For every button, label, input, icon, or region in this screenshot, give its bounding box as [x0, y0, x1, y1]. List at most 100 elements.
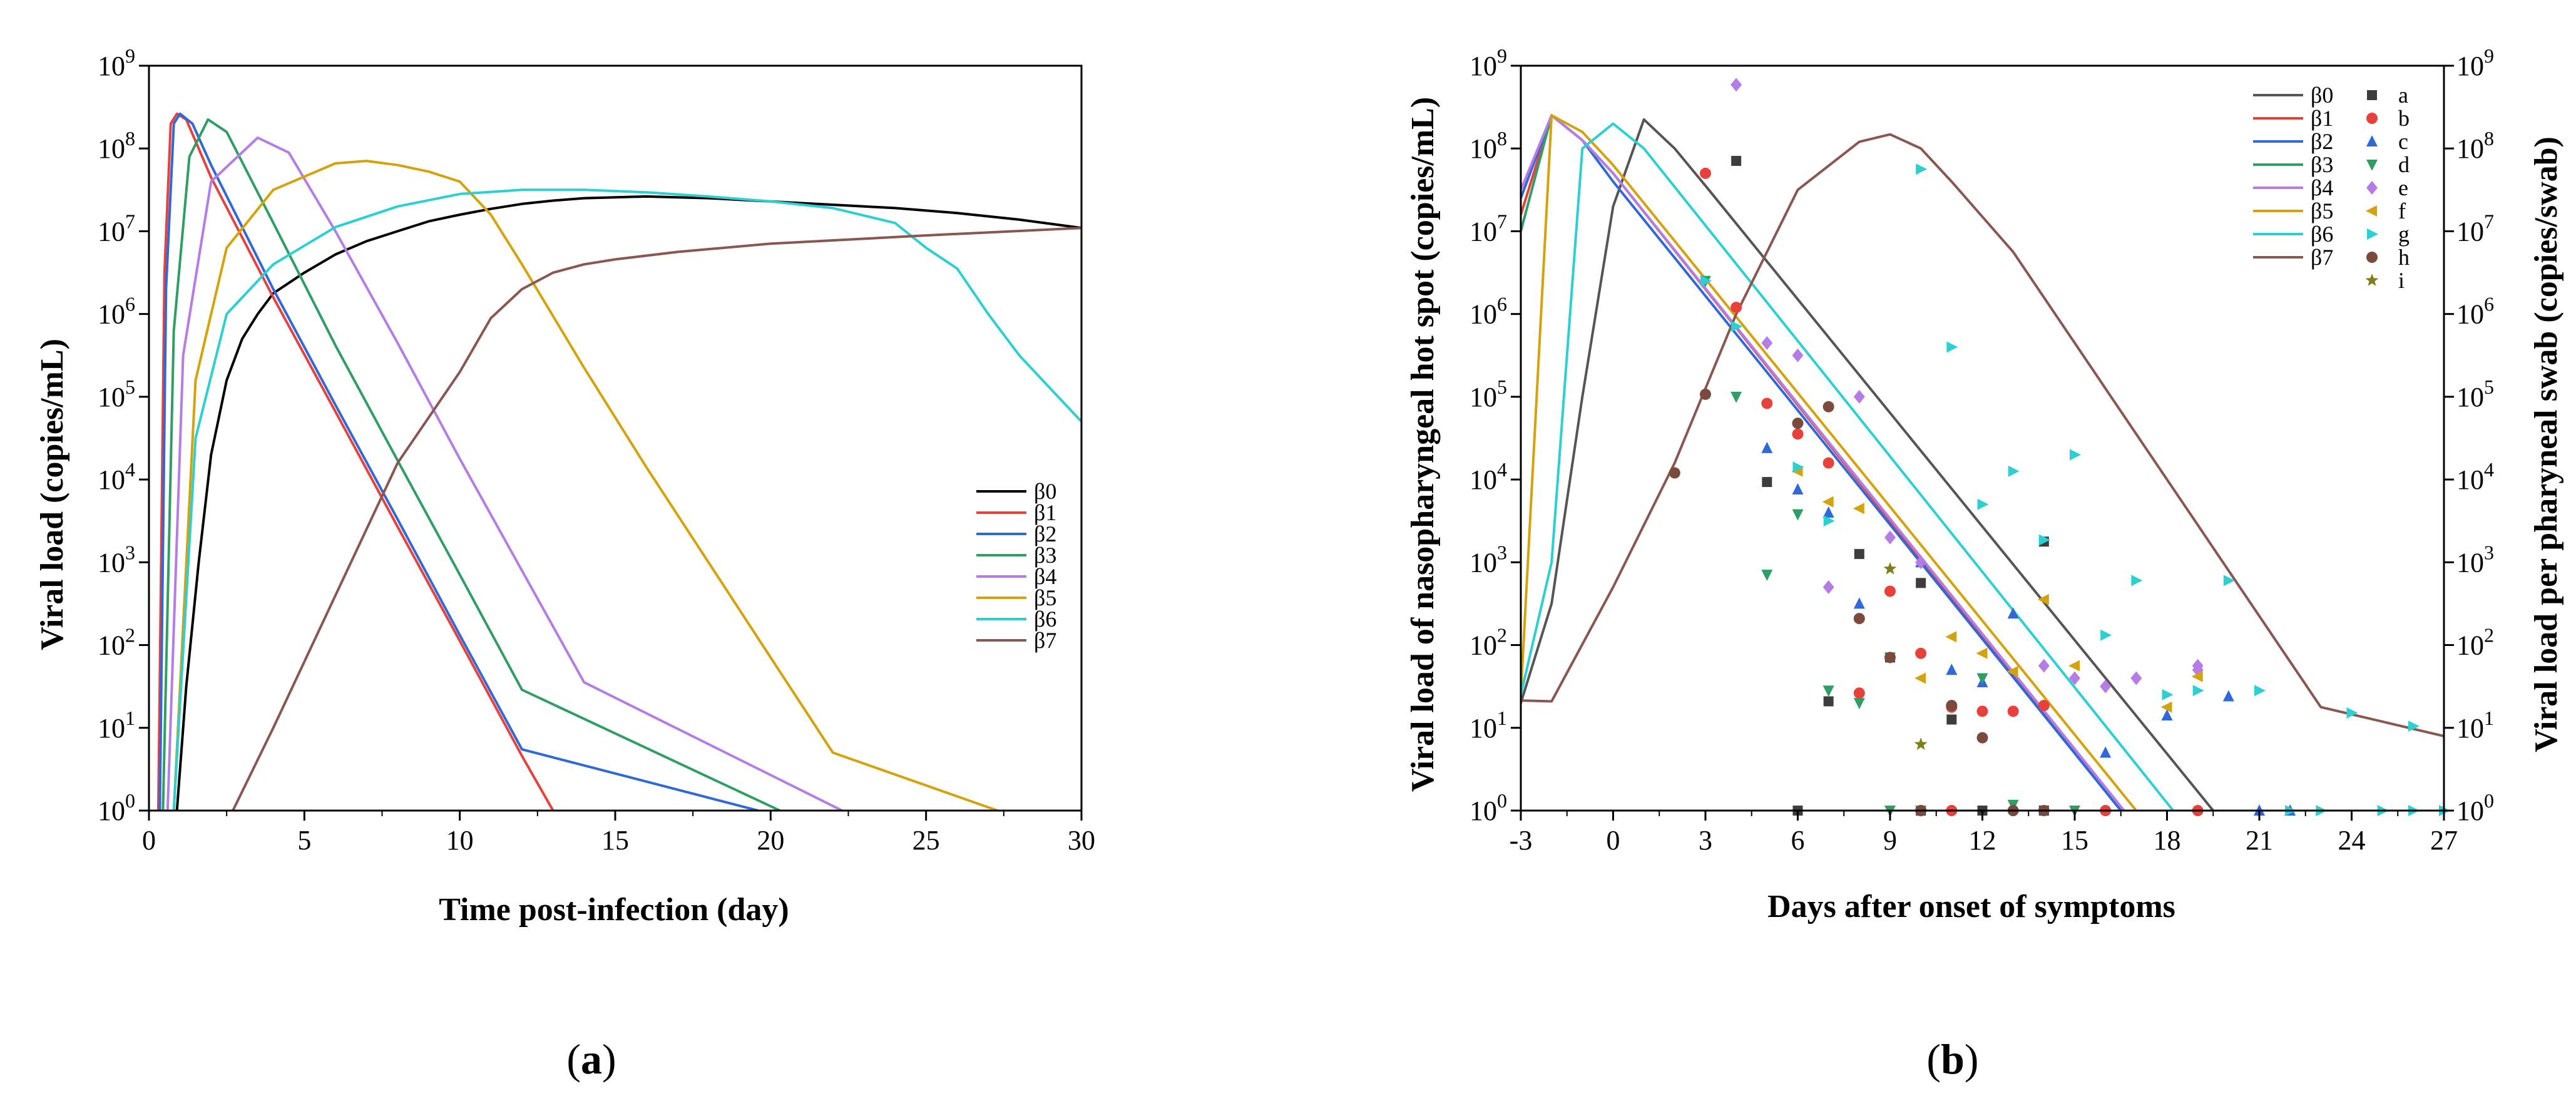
b-point-g-3 [1823, 515, 1835, 527]
b-legend-label-0: β0 [2311, 83, 2333, 108]
b-point-a-6 [1946, 714, 1957, 725]
b-legend-marker-label-e: e [2398, 175, 2408, 200]
a-ytick-label-8: 108 [98, 127, 135, 164]
b-point-e-8 [2069, 671, 2080, 685]
b-point-e-10 [2130, 671, 2142, 685]
a-xtick-label-3: 15 [601, 825, 629, 856]
b-legend-marker-f [2366, 205, 2377, 217]
a-ytick-label-1-base: 10 [98, 713, 125, 744]
panel-b-caption: (b) [1926, 1035, 1978, 1083]
b-ytick-label-0-base: 10 [1469, 796, 1497, 826]
b-point-c-1 [1792, 483, 1804, 494]
b-ytick-r-label-2: 102 [2456, 624, 2494, 661]
b-point-c-9 [2161, 709, 2173, 720]
panel-a-caption: (a) [566, 1035, 616, 1083]
b-point-b-9 [1976, 705, 1988, 717]
b-point-g-15 [2254, 685, 2266, 697]
a-legend-label-3: β3 [1034, 543, 1056, 568]
b-legend-marker-i [2365, 274, 2379, 286]
b-point-c-2 [1822, 506, 1834, 518]
panel-a-series-lines [156, 112, 1081, 811]
a-ytick-label-7: 107 [98, 210, 135, 247]
b-point-c-3 [1853, 597, 1865, 609]
b-ytick-label-4-base: 10 [1469, 464, 1497, 495]
panel-b-caption-letter: b [1941, 1035, 1965, 1083]
b-ytick-label-6-base: 10 [1469, 299, 1497, 330]
b-ytick-label-0-exp: 0 [1497, 789, 1507, 812]
b-point-a-0 [1731, 156, 1742, 166]
b-point-a-1 [1762, 477, 1772, 488]
b-point-h-6 [1946, 700, 1958, 712]
panel-a-ylabel: Viral load (copies/mL) [34, 339, 70, 650]
b-point-e-3 [1822, 580, 1834, 594]
b-point-g-16 [2346, 707, 2358, 719]
b-ytick-label-3-base: 10 [1469, 547, 1497, 578]
b-point-e-7 [2038, 658, 2050, 673]
b-ytick-label-7-exp: 7 [1497, 210, 1507, 232]
b-ytick-r-label-7-exp: 7 [2484, 210, 2494, 232]
b-point-g-1 [1731, 320, 1743, 332]
b-ytick-r-label-6-exp: 6 [2484, 293, 2494, 315]
a-ytick-label-8-base: 10 [98, 133, 125, 164]
a-series-line-3 [161, 118, 781, 811]
b-series-line-4 [1521, 114, 2125, 811]
b-ytick-r-label-9-exp: 9 [2484, 44, 2494, 67]
b-point-e-0 [1730, 78, 1742, 92]
b-legend-marker-d [2366, 160, 2378, 171]
a-ytick-label-0: 100 [98, 789, 135, 826]
a-series-line-7 [232, 227, 1081, 811]
b-point-b-7 [1915, 647, 1927, 659]
a-ytick-label-9-base: 10 [98, 51, 125, 81]
b-point-d-2 [1761, 570, 1773, 581]
b-point-d-7 [1976, 673, 1988, 685]
b-ytick-r-label-4: 104 [2456, 458, 2494, 495]
a-legend-label-0: β0 [1034, 479, 1056, 504]
b-point-g-14 [2223, 575, 2235, 586]
b-ytick-label-5-exp: 5 [1497, 376, 1507, 398]
a-legend-label-1: β1 [1034, 500, 1056, 525]
b-legend-label-5: β5 [2311, 198, 2333, 223]
a-ytick-label-5-base: 10 [98, 382, 125, 412]
b-ytick-r-label-5: 105 [2456, 376, 2494, 412]
a-ytick-label-8-exp: 8 [125, 127, 135, 150]
b-ytick-label-1-base: 10 [1469, 713, 1497, 744]
a-ytick-label-4: 104 [98, 458, 135, 495]
panel-a-axes: 0 5 10 15 20 25 301001011021031041051061071081… [98, 44, 1095, 856]
b-point-d-4 [1822, 685, 1834, 697]
b-legend-label-4: β4 [2311, 175, 2333, 200]
b-series-line-6 [1521, 122, 2174, 811]
b-point-g-13 [2192, 685, 2204, 697]
b-ytick-label-6-exp: 6 [1497, 293, 1507, 315]
b-legend-label-7: β7 [2311, 245, 2333, 270]
b-xtick-label-9: 24 [2338, 825, 2366, 856]
b-xtick-label-4: 9 [1883, 825, 1897, 856]
b-point-i-1 [1914, 737, 1928, 750]
b-ytick-r-label-8-exp: 8 [2484, 127, 2494, 150]
b-point-h-5 [1884, 652, 1896, 663]
b-point-i-0 [1883, 561, 1897, 575]
b-legend-marker-label-f: f [2398, 198, 2406, 223]
b-point-h-4 [1853, 613, 1865, 625]
b-ytick-label-3-exp: 3 [1497, 541, 1507, 563]
b-xtick-label-3: 6 [1791, 825, 1805, 856]
b-legend-label-1: β1 [2311, 106, 2333, 131]
b-ytick-label-7-base: 10 [1469, 216, 1497, 247]
b-point-g-17 [2408, 720, 2420, 732]
panel-b-series-lines [1521, 114, 2444, 811]
a-ytick-label-9: 109 [98, 44, 135, 81]
b-ytick-r-label-1: 101 [2456, 707, 2494, 744]
b-point-c-5 [1946, 663, 1958, 675]
b-point-f-9 [2160, 701, 2172, 713]
a-series-line-4 [166, 136, 843, 811]
b-ytick-label-4-exp: 4 [1497, 458, 1507, 481]
b-point-b-2 [1761, 397, 1773, 409]
b-legend-label-3: β3 [2311, 152, 2333, 177]
b-point-c-8 [2100, 746, 2112, 758]
panel-b-ylabel-left: Viral load of nasopharyngeal hot spot (c… [1405, 97, 1441, 792]
a-legend-label-6: β6 [1034, 607, 1056, 632]
b-ytick-r-label-2-base: 10 [2456, 630, 2484, 661]
b-series-line-5 [1521, 114, 2137, 811]
a-ytick-label-5-exp: 5 [125, 376, 135, 398]
b-point-b-0 [1700, 167, 1711, 179]
